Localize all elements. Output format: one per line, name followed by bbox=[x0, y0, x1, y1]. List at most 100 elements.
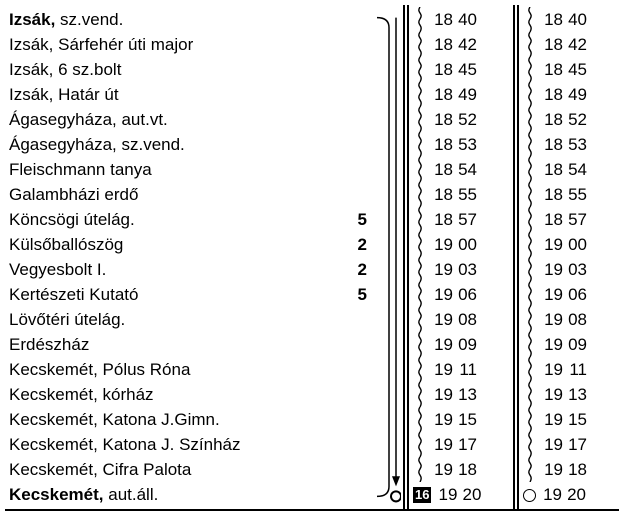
stop-name: Kecskemét, aut.áll. bbox=[9, 482, 351, 507]
time-cell: 1849 bbox=[413, 82, 509, 107]
stop-row: Kertészeti Kutató5 bbox=[9, 282, 371, 307]
stop-row: Fleischmann tanya bbox=[9, 157, 371, 182]
time-minute: 18 bbox=[453, 457, 477, 482]
time-hour: 19 bbox=[429, 432, 453, 457]
time-hour: 19 bbox=[429, 382, 453, 407]
time-cell: 1854 bbox=[413, 157, 509, 182]
stop-row: Galambházi erdő bbox=[9, 182, 371, 207]
time-hour: 19 bbox=[429, 307, 453, 332]
time-minute: 06 bbox=[453, 282, 477, 307]
time-hour: 19 bbox=[539, 257, 563, 282]
time-minute: 17 bbox=[563, 432, 587, 457]
time-hour: 18 bbox=[429, 182, 453, 207]
stop-km: 2 bbox=[351, 232, 371, 257]
circle-icon bbox=[523, 489, 536, 502]
time-cell: 1913 bbox=[413, 382, 509, 407]
time-hour: 18 bbox=[429, 107, 453, 132]
time-minute: 20 bbox=[562, 482, 586, 507]
time-minute: 18 bbox=[563, 457, 587, 482]
time-cell: 1857 bbox=[523, 207, 619, 232]
time-minute: 53 bbox=[563, 132, 587, 157]
time-cell: 1909 bbox=[413, 332, 509, 357]
time-cell: 1903 bbox=[413, 257, 509, 282]
time-hour: 18 bbox=[539, 207, 563, 232]
time-hour: 19 bbox=[539, 307, 563, 332]
time-hour: 19 bbox=[538, 482, 562, 507]
time-minute: 11 bbox=[453, 357, 477, 382]
column-separator bbox=[511, 5, 521, 509]
time-hour: 19 bbox=[429, 332, 453, 357]
time-hour: 19 bbox=[539, 332, 563, 357]
stop-name: Izsák, 6 sz.bolt bbox=[9, 57, 351, 82]
stop-row: Izsák, Sárfehér úti major bbox=[9, 32, 371, 57]
stop-name: Kecskemét, kórház bbox=[9, 382, 351, 407]
stop-row: Ágasegyháza, sz.vend. bbox=[9, 132, 371, 157]
time-minute: 52 bbox=[453, 107, 477, 132]
time-cell: 1849 bbox=[523, 82, 619, 107]
time-minute: 15 bbox=[453, 407, 477, 432]
service-note: 16 bbox=[413, 487, 431, 503]
time-minute: 49 bbox=[453, 82, 477, 107]
time-minute: 55 bbox=[563, 182, 587, 207]
stop-name: Kecskemét, Pólus Róna bbox=[9, 357, 351, 382]
time-hour: 18 bbox=[539, 57, 563, 82]
time-hour: 18 bbox=[539, 82, 563, 107]
time-hour: 18 bbox=[429, 157, 453, 182]
time-minute: 00 bbox=[453, 232, 477, 257]
time-minute: 08 bbox=[453, 307, 477, 332]
time-cell: 1911 bbox=[523, 357, 619, 382]
stop-km: 5 bbox=[351, 282, 371, 307]
time-cell: 1855 bbox=[413, 182, 509, 207]
time-hour: 19 bbox=[539, 382, 563, 407]
time-cell: 1853 bbox=[523, 132, 619, 157]
time-minute: 54 bbox=[563, 157, 587, 182]
stop-row: Erdészház bbox=[9, 332, 371, 357]
stop-row: Kecskemét, Katona J.Gimn. bbox=[9, 407, 371, 432]
time-hour: 18 bbox=[429, 207, 453, 232]
stop-name: Vegyesbolt I. bbox=[9, 257, 351, 282]
time-minute: 57 bbox=[453, 207, 477, 232]
service-1-column: 1840184218451849185218531854185518571900… bbox=[411, 5, 511, 509]
time-hour: 19 bbox=[539, 282, 563, 307]
time-cell: 1845 bbox=[413, 57, 509, 82]
time-minute: 03 bbox=[453, 257, 477, 282]
time-cell: 1842 bbox=[413, 32, 509, 57]
time-cell: 1908 bbox=[523, 307, 619, 332]
stop-name: Fleischmann tanya bbox=[9, 157, 351, 182]
time-hour: 19 bbox=[539, 432, 563, 457]
time-hour: 18 bbox=[539, 32, 563, 57]
time-hour: 19 bbox=[429, 457, 453, 482]
time-minute: 40 bbox=[563, 7, 587, 32]
time-minute: 06 bbox=[563, 282, 587, 307]
stop-name: Kecskemét, Katona J.Gimn. bbox=[9, 407, 351, 432]
stop-row: Köncsögi útelág.5 bbox=[9, 207, 371, 232]
time-cell: 1917 bbox=[523, 432, 619, 457]
time-cell: 1845 bbox=[523, 57, 619, 82]
time-cell: 1913 bbox=[523, 382, 619, 407]
time-cell: 1900 bbox=[413, 232, 509, 257]
time-cell: 1918 bbox=[523, 457, 619, 482]
time-cell: 1852 bbox=[413, 107, 509, 132]
time-cell: 1852 bbox=[523, 107, 619, 132]
stops-column: Izsák, sz.vend.Izsák, Sárfehér úti major… bbox=[5, 5, 375, 509]
stop-km: 2 bbox=[351, 257, 371, 282]
time-minute: 13 bbox=[563, 382, 587, 407]
time-cell: 1840 bbox=[413, 7, 509, 32]
stop-name: Izsák, Sárfehér úti major bbox=[9, 32, 351, 57]
time-hour: 18 bbox=[539, 132, 563, 157]
time-hour: 19 bbox=[539, 357, 563, 382]
stop-name: Izsák, Határ út bbox=[9, 82, 351, 107]
time-minute: 57 bbox=[563, 207, 587, 232]
route-bracket bbox=[375, 5, 401, 509]
time-minute: 09 bbox=[563, 332, 587, 357]
time-hour: 19 bbox=[539, 457, 563, 482]
stop-row: Kecskemét, kórház bbox=[9, 382, 371, 407]
time-cell: 1906 bbox=[523, 282, 619, 307]
time-hour: 19 bbox=[429, 357, 453, 382]
stop-row: Kecskemét, aut.áll. bbox=[9, 482, 371, 507]
stop-name: Kecskemét, Cifra Palota bbox=[9, 457, 351, 482]
time-minute: 03 bbox=[563, 257, 587, 282]
time-hour: 19 bbox=[429, 232, 453, 257]
time-minute: 49 bbox=[563, 82, 587, 107]
time-hour: 18 bbox=[429, 82, 453, 107]
